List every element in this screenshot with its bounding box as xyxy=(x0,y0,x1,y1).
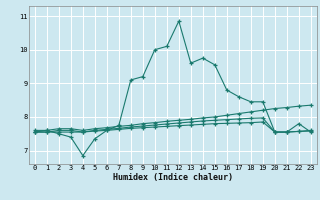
X-axis label: Humidex (Indice chaleur): Humidex (Indice chaleur) xyxy=(113,173,233,182)
